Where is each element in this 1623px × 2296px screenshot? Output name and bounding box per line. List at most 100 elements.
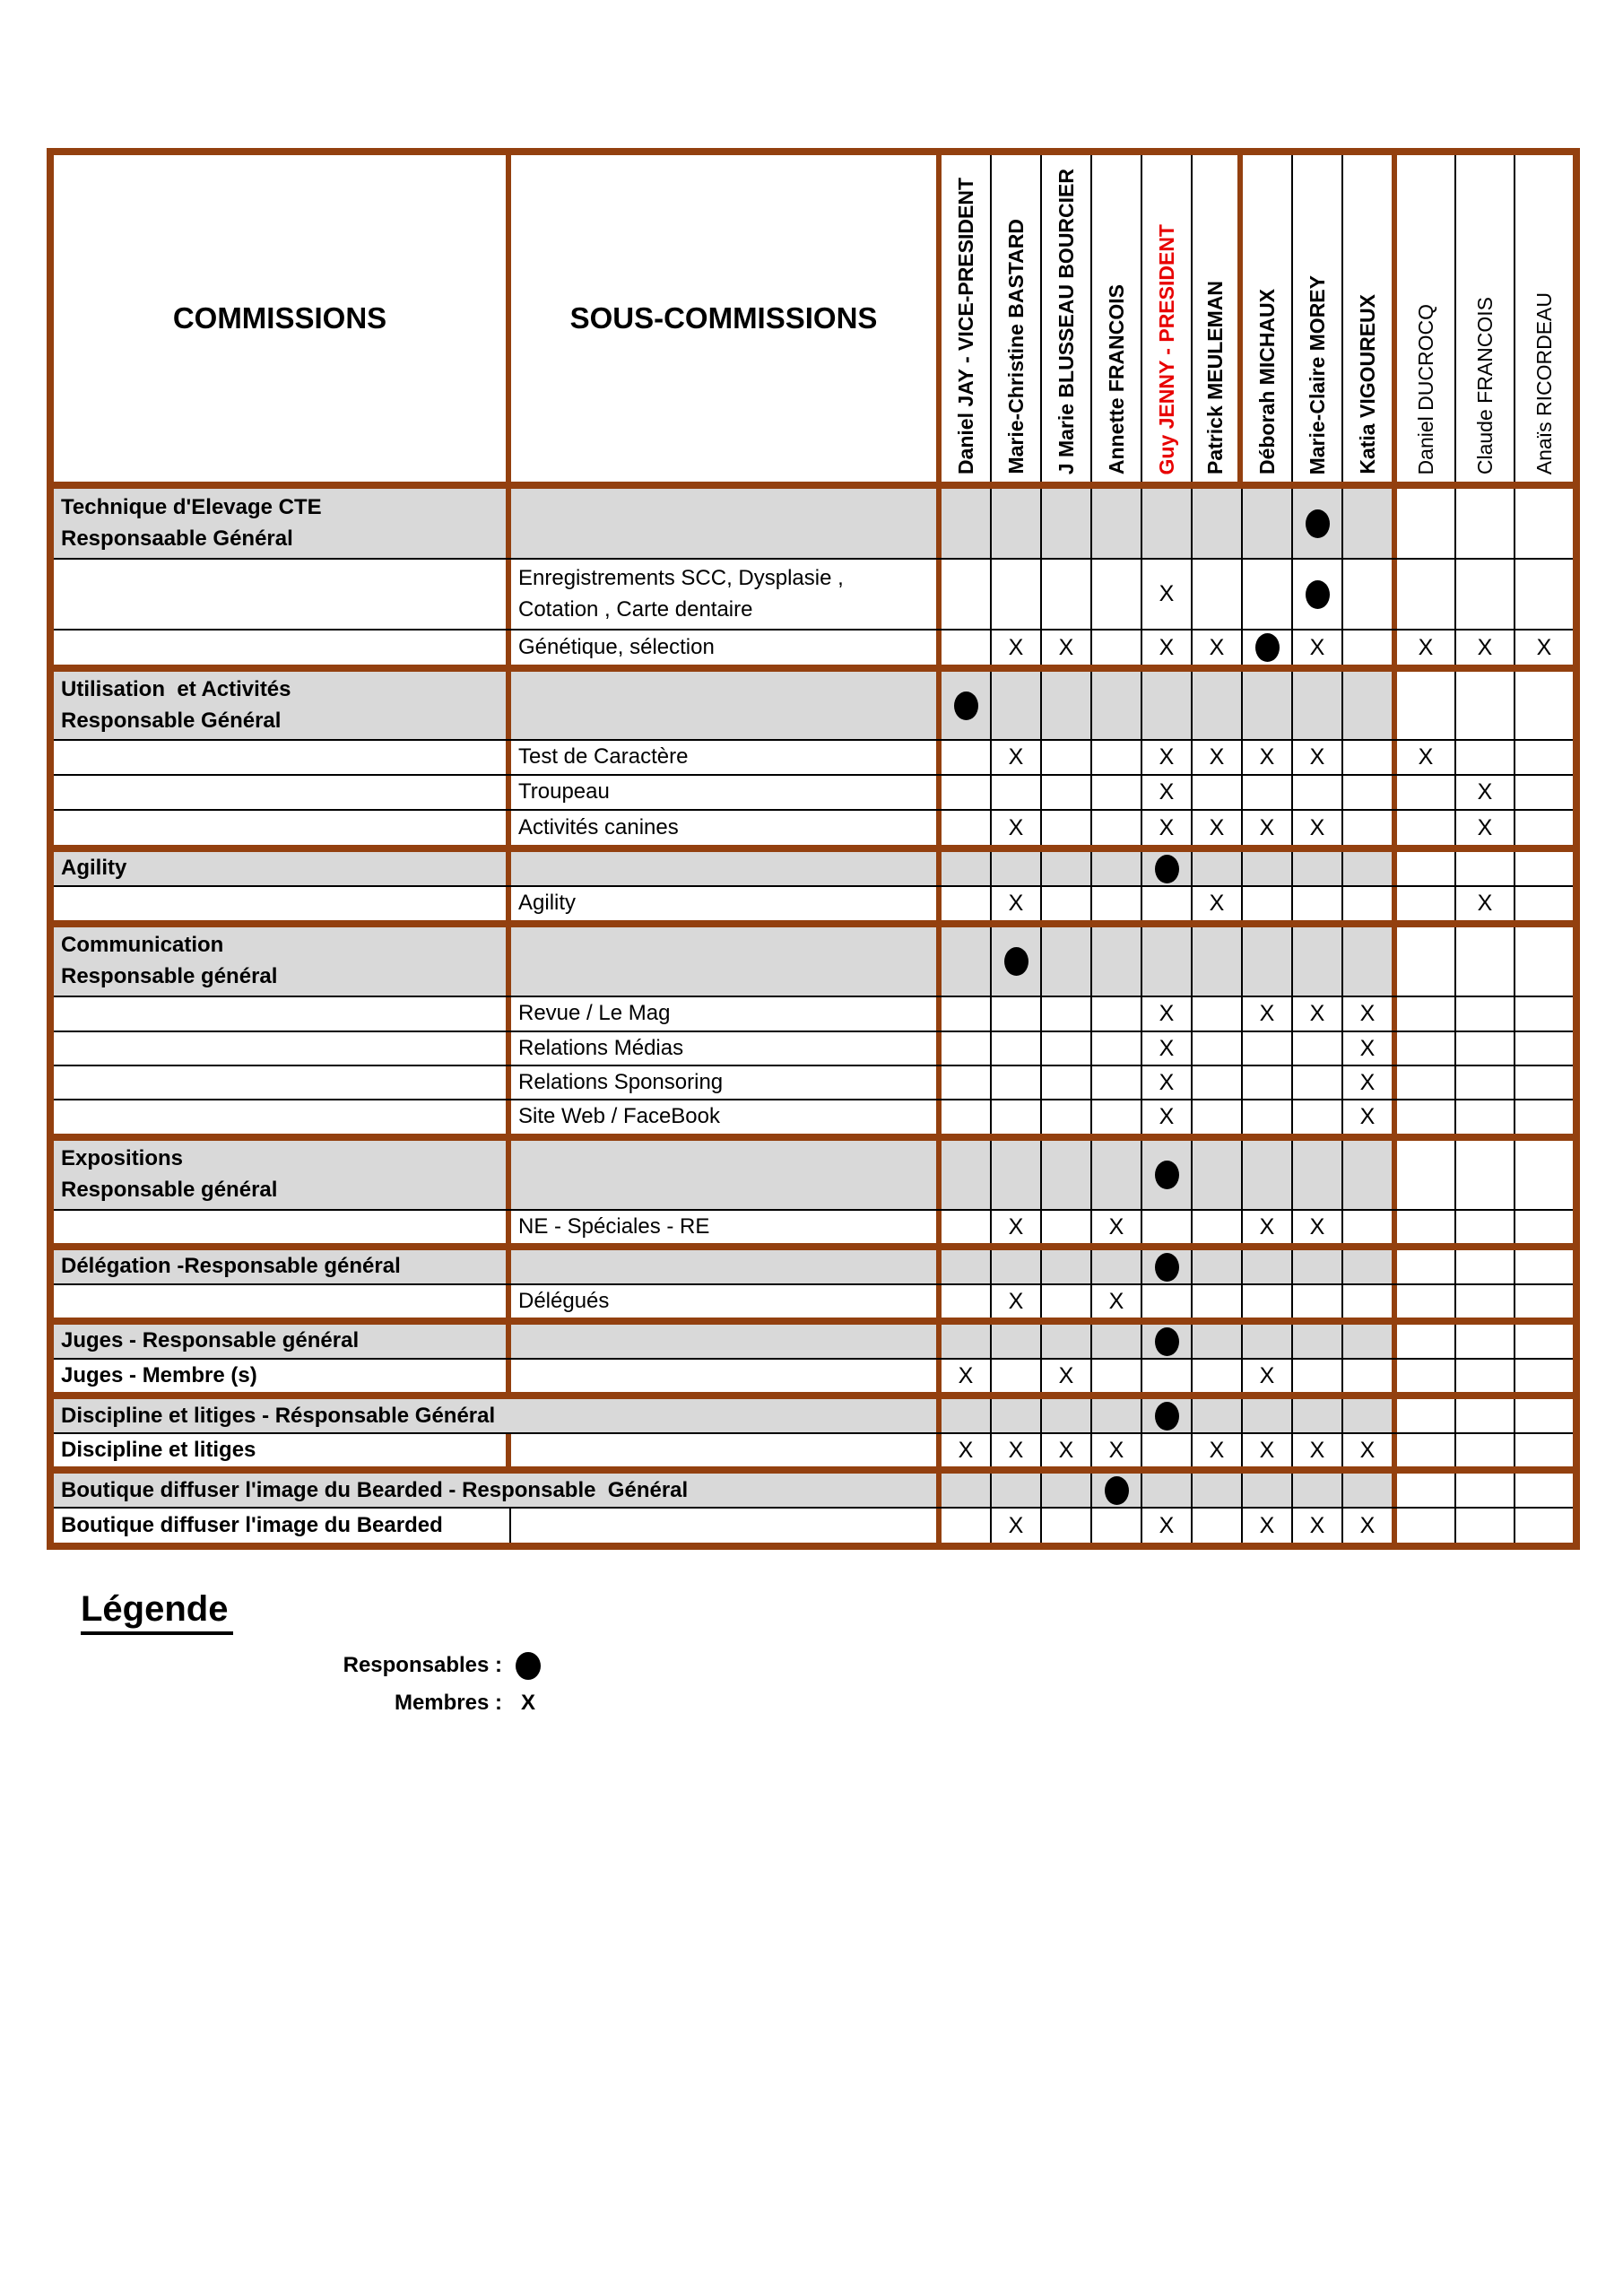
- empty-mark-cell: [942, 1474, 992, 1507]
- empty-mark-cell: [1515, 1285, 1573, 1318]
- table-row: Test de Caractère X X X X X X: [54, 741, 1573, 776]
- membre-mark-cell: X: [1042, 1434, 1092, 1466]
- empty-mark-cell: [942, 1285, 992, 1318]
- empty-mark-cell: [1193, 672, 1243, 739]
- empty-mark-cell: [1243, 852, 1293, 885]
- empty-mark-cell: [1397, 1399, 1456, 1432]
- empty-mark-cell: [1092, 560, 1142, 629]
- empty-mark-cell: [1515, 776, 1573, 809]
- empty-mark-cell: [1243, 1474, 1293, 1507]
- table-row: Génétique, sélection X X X X X X X X: [54, 631, 1573, 672]
- member-name-label: Guy JENNY - PRESIDENT: [1154, 223, 1178, 474]
- empty-mark-cell: [1343, 1211, 1397, 1243]
- table-row: Boutique diffuser l'image du Bearded - R…: [54, 1474, 1573, 1509]
- empty-mark-cell: [1456, 1474, 1515, 1507]
- empty-mark-cell: [1293, 1360, 1343, 1392]
- empty-mark-cell: [1515, 1250, 1573, 1283]
- empty-mark-cell: [1042, 852, 1092, 885]
- empty-mark-cell: [1042, 1032, 1092, 1065]
- table-row: Troupeau X X: [54, 776, 1573, 811]
- empty-mark-cell: [1142, 1211, 1193, 1243]
- empty-mark-cell: [1456, 997, 1515, 1031]
- table-row: Relations Sponsoring X X: [54, 1066, 1573, 1100]
- empty-mark-cell: [1293, 1141, 1343, 1209]
- membre-mark-cell: X: [1293, 811, 1343, 845]
- empty-mark-cell: [1397, 1032, 1456, 1065]
- empty-mark-cell: [1142, 672, 1193, 739]
- membre-mark-cell: X: [1042, 631, 1092, 665]
- empty-mark-cell: [1193, 1141, 1243, 1209]
- membre-mark-cell: X: [1193, 741, 1243, 774]
- membre-mark-cell: X: [1142, 811, 1193, 845]
- commission-cell: [54, 997, 511, 1031]
- empty-mark-cell: [1515, 1399, 1573, 1432]
- table-row: Juges - Membre (s) X X X: [54, 1360, 1573, 1399]
- membre-mark-cell: X: [1142, 1066, 1193, 1099]
- empty-mark-cell: [1142, 1360, 1193, 1392]
- membre-mark-cell: X: [1193, 887, 1243, 920]
- empty-mark-cell: [1456, 927, 1515, 996]
- empty-mark-cell: [1343, 1360, 1397, 1392]
- empty-mark-cell: [1343, 560, 1397, 629]
- responsable-mark-cell: [1142, 852, 1193, 885]
- empty-mark-cell: [1343, 1399, 1397, 1432]
- empty-mark-cell: [942, 852, 992, 885]
- empty-mark-cell: [1515, 489, 1573, 558]
- empty-mark-cell: [1142, 887, 1193, 920]
- empty-mark-cell: [992, 1474, 1042, 1507]
- empty-mark-cell: [1343, 672, 1397, 739]
- member-name-label: Patrick MEULEMAN: [1202, 281, 1227, 474]
- responsable-dot-icon: [1305, 509, 1330, 538]
- empty-mark-cell: [1293, 1100, 1343, 1134]
- membre-mark-cell: X: [1193, 811, 1243, 845]
- empty-mark-cell: [1042, 741, 1092, 774]
- membre-mark-cell: X: [1142, 631, 1193, 665]
- empty-mark-cell: [1193, 1100, 1243, 1134]
- commission-cell: [54, 1211, 511, 1243]
- membre-mark-cell: X: [1243, 1360, 1293, 1392]
- empty-mark-cell: [1193, 1211, 1243, 1243]
- commission-cell: Communication Responsable général: [54, 927, 511, 996]
- empty-mark-cell: [1243, 1325, 1293, 1358]
- empty-mark-cell: [1243, 1100, 1293, 1134]
- empty-mark-cell: [1293, 1250, 1343, 1283]
- empty-mark-cell: [992, 489, 1042, 558]
- commission-cell: [54, 1032, 511, 1065]
- name-column-header: Marie-Christine BASTARD: [992, 155, 1042, 482]
- membre-mark-cell: X: [1293, 741, 1343, 774]
- member-name-label: Daniel JAY - VICE-PRESIDENT: [953, 177, 977, 474]
- membre-mark-cell: X: [1142, 1032, 1193, 1065]
- membre-mark-cell: X: [1243, 997, 1293, 1031]
- empty-mark-cell: [1092, 776, 1142, 809]
- empty-mark-cell: [942, 741, 992, 774]
- commissions-header-label: COMMISSIONS: [172, 301, 387, 335]
- empty-mark-cell: [1515, 927, 1573, 996]
- table-row: Communication Responsable général: [54, 927, 1573, 997]
- sous-commissions-column-header: SOUS-COMMISSIONS: [511, 155, 942, 482]
- empty-mark-cell: [942, 1250, 992, 1283]
- membre-mark-cell: X: [1293, 1434, 1343, 1466]
- empty-mark-cell: [942, 811, 992, 845]
- empty-mark-cell: [1092, 741, 1142, 774]
- sous-commission-cell: Génétique, sélection: [511, 631, 942, 665]
- membre-mark-cell: X: [1142, 997, 1193, 1031]
- empty-mark-cell: [1243, 1032, 1293, 1065]
- empty-mark-cell: [1456, 1360, 1515, 1392]
- responsable-mark-cell: [1142, 1141, 1193, 1209]
- empty-mark-cell: [1092, 811, 1142, 845]
- commission-cell: Technique d'Elevage CTE Responsaable Gén…: [54, 489, 511, 558]
- empty-mark-cell: [1515, 1434, 1573, 1466]
- empty-mark-cell: [1456, 489, 1515, 558]
- commission-cell: [54, 1100, 511, 1134]
- membre-mark-cell: X: [992, 741, 1042, 774]
- name-column-header: J Marie BLUSSEAU BOURCIER: [1042, 155, 1092, 482]
- empty-mark-cell: [992, 1250, 1042, 1283]
- name-column-header: Anaïs RICORDEAU: [1515, 155, 1573, 482]
- empty-mark-cell: [1515, 672, 1573, 739]
- empty-mark-cell: [942, 1100, 992, 1134]
- empty-mark-cell: [1092, 1100, 1142, 1134]
- empty-mark-cell: [1456, 1032, 1515, 1065]
- name-column-header: Claude FRANCOIS: [1456, 155, 1515, 482]
- empty-mark-cell: [1042, 997, 1092, 1031]
